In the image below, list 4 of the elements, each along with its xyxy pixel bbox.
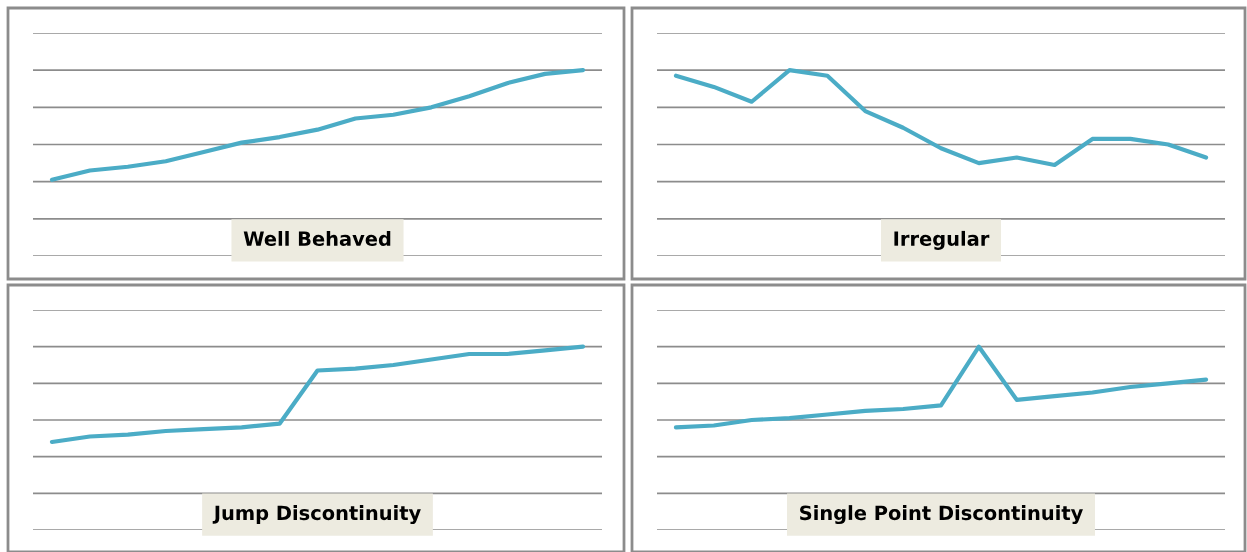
text: Single Point Discontinuity: [800, 505, 1083, 525]
text: Well Behaved: [243, 230, 391, 247]
text: Jump Discontinuity: [212, 505, 421, 525]
text: Irregular: [894, 230, 990, 250]
